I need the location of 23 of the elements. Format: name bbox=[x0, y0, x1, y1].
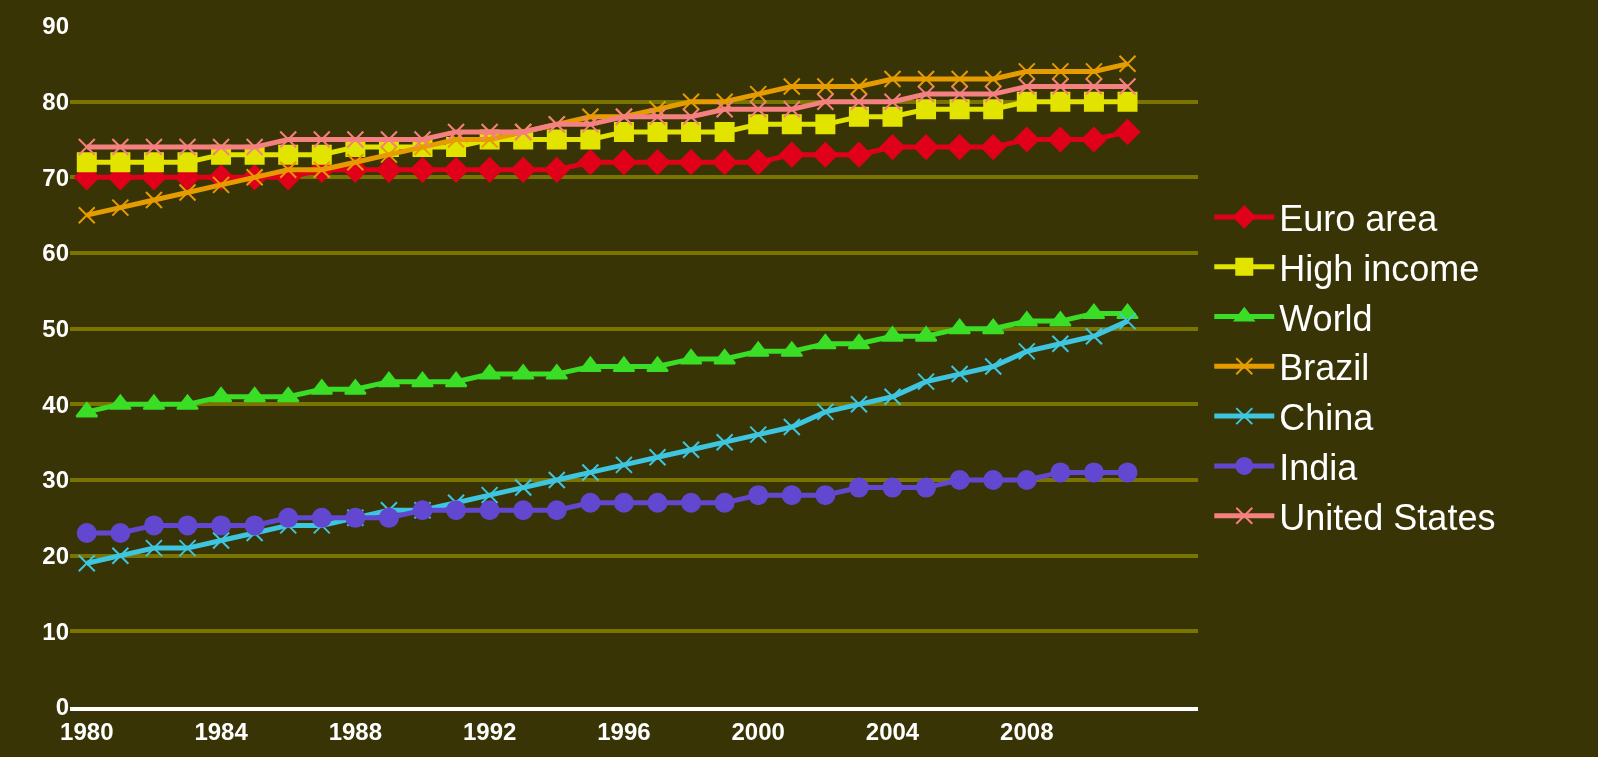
x-tick-label: 1988 bbox=[328, 717, 383, 745]
y-tick-label: 30 bbox=[42, 466, 69, 494]
y-tick-label: 20 bbox=[42, 542, 69, 570]
y-tick-label: 90 bbox=[42, 12, 69, 40]
legend-label: India bbox=[1279, 446, 1359, 488]
x-tick-label: 1984 bbox=[194, 717, 249, 745]
legend-label: United States bbox=[1279, 496, 1496, 538]
x-tick-label: 2008 bbox=[1000, 717, 1054, 745]
y-tick-label: 60 bbox=[42, 239, 69, 267]
legend-label: Euro area bbox=[1279, 197, 1439, 239]
legend-label: World bbox=[1279, 297, 1373, 339]
legend-label: China bbox=[1279, 397, 1375, 439]
y-tick-label: 50 bbox=[42, 315, 69, 343]
y-tick-label: 70 bbox=[42, 163, 69, 191]
legend-label: High income bbox=[1279, 247, 1480, 289]
y-tick-label: 10 bbox=[42, 617, 69, 645]
x-tick-label: 1992 bbox=[462, 717, 517, 745]
x-tick-label: 2000 bbox=[731, 717, 785, 745]
x-tick-label: 2004 bbox=[865, 717, 920, 745]
y-tick-label: 40 bbox=[42, 390, 69, 418]
x-tick-label: 1996 bbox=[597, 717, 651, 745]
legend-label: Brazil bbox=[1279, 347, 1370, 389]
y-tick-label: 80 bbox=[42, 88, 69, 116]
